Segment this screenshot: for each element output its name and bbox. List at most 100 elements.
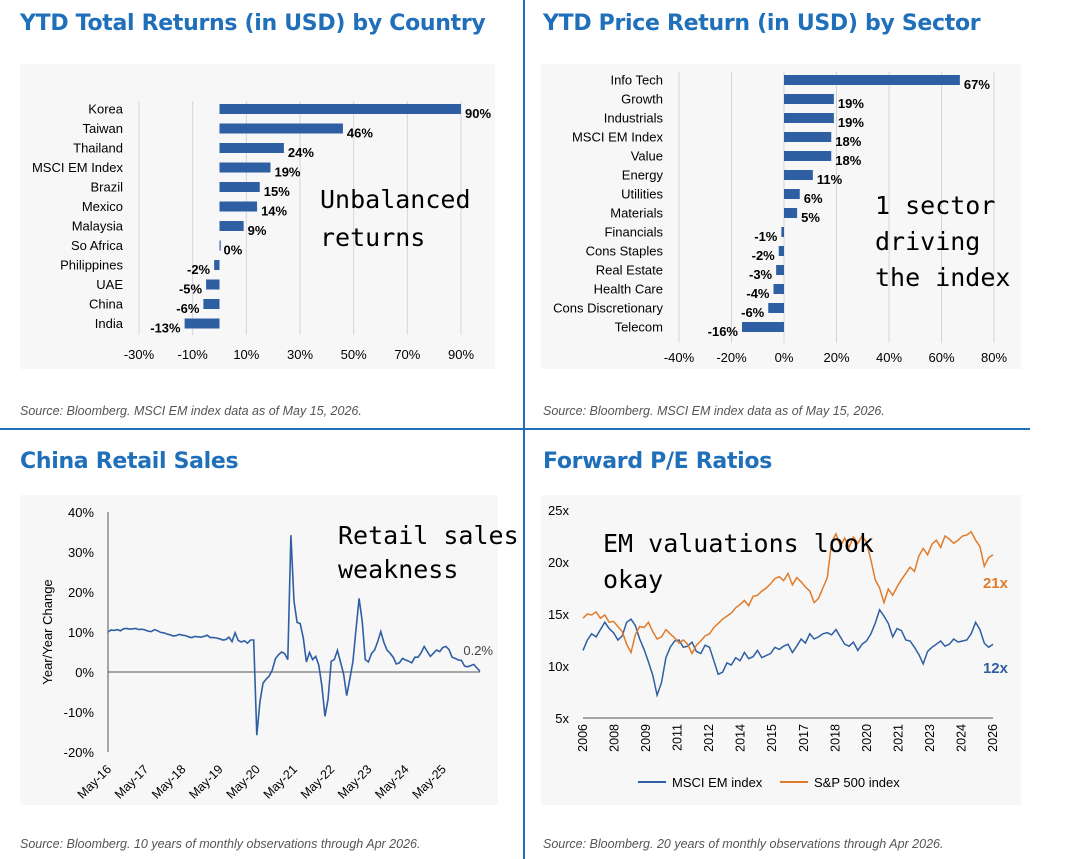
bar-india (184, 318, 220, 329)
bar-taiwan (219, 123, 343, 134)
x-tick-label: 2008 (608, 724, 622, 752)
category-label-korea: Korea (88, 102, 123, 117)
x-tick-label: -30% (124, 347, 155, 362)
category-label-materials: Materials (610, 206, 663, 221)
y-tick-label: 0% (75, 665, 94, 680)
value-label-taiwan: 46% (347, 126, 373, 141)
category-label-thailand: Thailand (73, 141, 123, 156)
bar-korea (219, 104, 461, 114)
value-label-health-care: -4% (746, 286, 770, 301)
category-label-cons-discretionary: Cons Discretionary (553, 301, 663, 316)
x-tick-label: 2023 (923, 724, 937, 752)
bar-telecom (742, 322, 784, 332)
annotation-text: okay (603, 565, 663, 594)
country-returns-chart: -30% -10% 10% 30% 50% 70% 90% Korea 90% Taiwan 46%… (32, 101, 491, 362)
category-label-india: India (95, 316, 124, 331)
value-label-growth: 19% (838, 96, 864, 111)
x-tick-label: -10% (177, 347, 208, 362)
y-tick-label: 15x (548, 607, 569, 622)
value-label-thailand: 24% (288, 145, 314, 160)
chart-bg-country (20, 64, 495, 369)
category-label-taiwan: Taiwan (83, 121, 123, 136)
x-tick-label: 0% (775, 350, 794, 365)
annotation-text: the index (875, 263, 1010, 292)
category-label-value: Value (631, 149, 663, 164)
value-label-energy: 11% (817, 172, 843, 187)
x-tick-label: May-22 (298, 762, 337, 801)
source-note-retail: Source: Bloomberg. 10 years of monthly o… (20, 837, 421, 851)
x-tick-label: -20% (716, 350, 747, 365)
panel-title-country-returns: YTD Total Returns (in USD) by Country (20, 11, 486, 36)
y-tick-label: 25x (548, 503, 569, 518)
category-label-uae: UAE (96, 277, 123, 292)
category-label-growth: Growth (621, 92, 663, 107)
y-tick-label: 5x (555, 711, 569, 726)
x-tick-label: 2020 (860, 724, 874, 752)
x-tick-label: 60% (928, 350, 954, 365)
x-tick-label: 20% (823, 350, 849, 365)
x-tick-label: May-24 (372, 762, 411, 801)
source-note-sector: Source: Bloomberg. MSCI EM index data as… (543, 404, 885, 418)
retail-sales-line (107, 535, 481, 736)
value-label-malaysia: 9% (248, 223, 267, 238)
x-tick-label: May-19 (186, 762, 225, 801)
y-tick-label: 10% (68, 625, 94, 640)
series-line-msci-em-index (582, 608, 994, 698)
value-label-so-africa: 0% (224, 243, 243, 258)
value-label-industrials: 19% (838, 115, 864, 130)
bar-brazil (219, 182, 260, 192)
value-label-utilities: 6% (804, 191, 823, 206)
bar-financials (781, 227, 784, 237)
category-label-so-africa: So Africa (71, 238, 124, 253)
panel-title-sector-returns: YTD Price Return (in USD) by Sector (543, 11, 981, 36)
category-label-financials: Financials (604, 225, 663, 240)
x-tick-label: -40% (664, 350, 695, 365)
x-tick-label: May-23 (335, 762, 374, 801)
x-tick-label: May-20 (224, 762, 263, 801)
annotation-text: Retail sales (338, 521, 519, 550)
value-label-cons-staples: -2% (752, 248, 776, 263)
x-tick-label: 2018 (828, 724, 842, 752)
x-tick-label: 2015 (765, 724, 779, 752)
category-label-msci-em-index: MSCI EM Index (32, 160, 124, 175)
category-label-china: China (89, 297, 124, 312)
category-label-health-care: Health Care (594, 282, 663, 297)
category-label-philippines: Philippines (60, 258, 123, 273)
annotation-text: weakness (338, 555, 458, 584)
x-tick-label: 2021 (891, 724, 905, 752)
value-label-msci-em-index: 19% (274, 165, 300, 180)
bar-uae (206, 279, 220, 290)
y-tick-label: -10% (64, 705, 95, 720)
forward-pe-chart: 5x 10x 15x 20x 25x 2006 2008 2009 2011 2012 2014 20… (548, 503, 1009, 790)
x-tick-label: 2024 (954, 724, 968, 752)
category-label-real-estate: Real Estate (596, 263, 663, 278)
x-tick-label: 2017 (797, 724, 811, 752)
chart-bg-retail (20, 495, 498, 805)
value-label-brazil: 15% (264, 184, 290, 199)
bar-cons-staples (778, 246, 784, 256)
x-tick-label: 40% (876, 350, 902, 365)
source-note-pe: Source: Bloomberg. 20 years of monthly o… (543, 837, 944, 851)
value-label-mexico: 14% (261, 204, 287, 219)
category-label-malaysia: Malaysia (72, 219, 124, 234)
x-tick-label: May-16 (75, 762, 114, 801)
x-tick-label: 30% (287, 347, 313, 362)
x-tick-label: May-18 (149, 762, 188, 801)
end-value-label: 0.2% (463, 643, 493, 658)
bar-growth (784, 94, 834, 104)
bar-health-care (773, 284, 784, 294)
china-retail-chart: -20% -10% 0% 10% 20% 30% 40% Year/Year Change Ma… (40, 505, 519, 802)
bar-msci-em-index (784, 132, 832, 142)
x-tick-label: 90% (448, 347, 474, 362)
end-label-msci-em-index: 12x (983, 660, 1009, 677)
value-label-india: -13% (150, 321, 181, 336)
end-label-s-p-500-index: 21x (983, 575, 1009, 592)
value-label-korea: 90% (465, 106, 491, 121)
y-tick-label: 10x (548, 659, 569, 674)
value-label-telecom: -16% (708, 324, 739, 339)
value-label-real-estate: -3% (749, 267, 773, 282)
x-tick-label: 50% (341, 347, 367, 362)
value-label-msci-em-index: 18% (835, 134, 861, 149)
bar-energy (784, 170, 813, 180)
source-note-country: Source: Bloomberg. MSCI EM index data as… (20, 404, 362, 418)
